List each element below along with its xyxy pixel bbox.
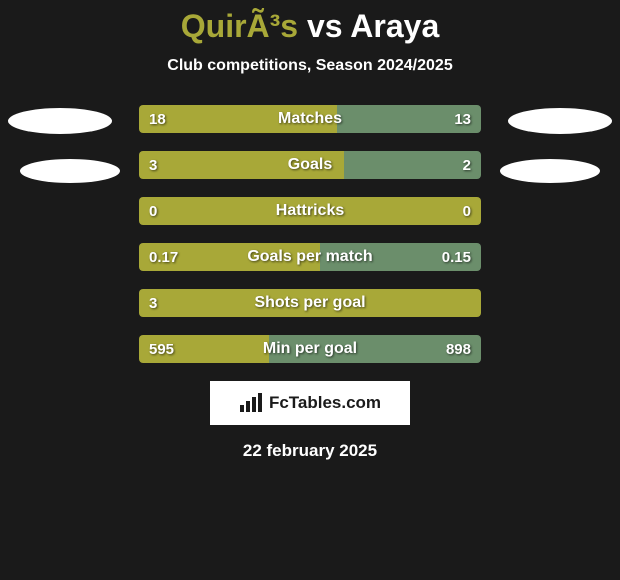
stat-value-left: 18 <box>149 111 166 128</box>
comparison-title: QuirÃ³s vs Araya <box>0 8 620 45</box>
stat-value-left: 0 <box>149 203 157 220</box>
avatar-left-placeholder-1 <box>8 108 112 134</box>
bar-right-segment <box>344 151 481 179</box>
stat-value-left: 3 <box>149 295 157 312</box>
main-container: QuirÃ³s vs Araya Club competitions, Seas… <box>0 0 620 461</box>
avatar-left-placeholder-2 <box>20 159 120 183</box>
stat-value-left: 595 <box>149 341 174 358</box>
stat-value-right: 0 <box>463 203 471 220</box>
stat-label: Goals <box>288 156 332 174</box>
stat-bar: Goals 3 2 <box>139 151 481 179</box>
stat-value-left: 0.17 <box>149 249 178 266</box>
stat-label: Hattricks <box>276 202 344 220</box>
player-left-name: QuirÃ³s <box>181 8 298 44</box>
stats-area: Matches 18 13 Goals 3 2 Hattricks 0 0 Goals per m… <box>0 105 620 363</box>
player-right-name: Araya <box>350 8 439 44</box>
stat-bar: Matches 18 13 <box>139 105 481 133</box>
stat-label: Matches <box>278 110 342 128</box>
stat-bars-container: Matches 18 13 Goals 3 2 Hattricks 0 0 Goals per m… <box>139 105 481 363</box>
stat-bar: Min per goal 595 898 <box>139 335 481 363</box>
avatar-right-placeholder-1 <box>508 108 612 134</box>
stat-label: Shots per goal <box>254 294 365 312</box>
stat-value-left: 3 <box>149 157 157 174</box>
footer-logo[interactable]: FcTables.com <box>210 381 410 425</box>
vs-text: vs <box>307 8 343 44</box>
logo-text: FcTables.com <box>269 393 381 413</box>
stat-value-right: 2 <box>463 157 471 174</box>
stat-label: Goals per match <box>247 248 372 266</box>
subtitle: Club competitions, Season 2024/2025 <box>0 57 620 75</box>
stat-label: Min per goal <box>263 340 357 358</box>
footer-date: 22 february 2025 <box>0 441 620 461</box>
stat-bar: Shots per goal 3 <box>139 289 481 317</box>
stat-bar: Hattricks 0 0 <box>139 197 481 225</box>
stat-bar: Goals per match 0.17 0.15 <box>139 243 481 271</box>
stat-value-right: 0.15 <box>442 249 471 266</box>
avatar-right-placeholder-2 <box>500 159 600 183</box>
stat-value-right: 898 <box>446 341 471 358</box>
stat-value-right: 13 <box>454 111 471 128</box>
chart-icon <box>239 393 263 413</box>
